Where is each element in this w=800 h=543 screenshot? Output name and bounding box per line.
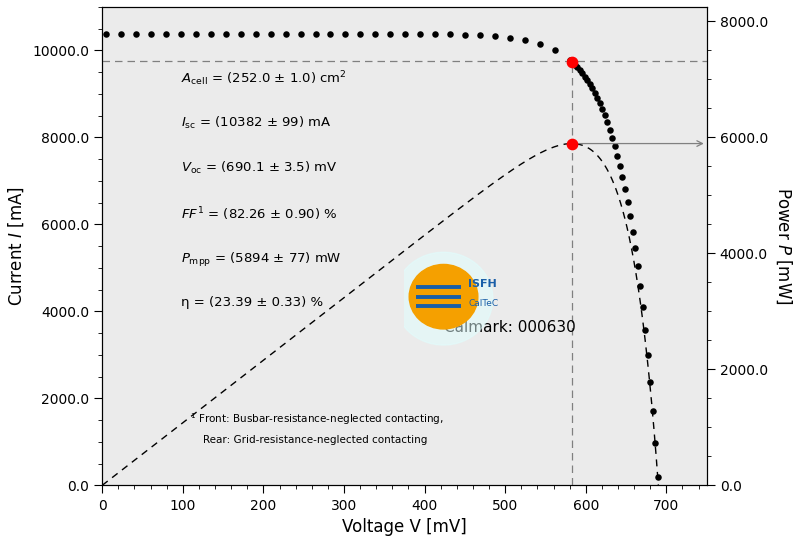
Point [583, 80, 596, 89]
Y-axis label: Power $P$ [mW]: Power $P$ [mW] [774, 187, 793, 305]
Text: $I_\mathrm{sc}$ = (10382 ± 99) mA: $I_\mathrm{sc}$ = (10382 ± 99) mA [181, 115, 331, 131]
Circle shape [409, 264, 478, 329]
Point [429, 30, 442, 39]
Text: Calmark: 000630: Calmark: 000630 [444, 320, 575, 335]
Point [578, 72, 591, 81]
Point [644, 377, 657, 386]
Point [629, 244, 642, 252]
Point [219, 29, 232, 38]
X-axis label: Voltage V [mV]: Voltage V [mV] [342, 518, 466, 536]
Point [190, 29, 202, 38]
Point [601, 118, 614, 127]
Text: $A_\mathrm{cell}$ = (252.0 ± 1.0) cm$^2$: $A_\mathrm{cell}$ = (252.0 ± 1.0) cm$^2$ [181, 69, 346, 88]
Point [642, 351, 654, 359]
Point [618, 185, 631, 193]
Text: $V_\mathrm{oc}$ = (690.1 ± 3.5) mV: $V_\mathrm{oc}$ = (690.1 ± 3.5) mV [181, 160, 338, 176]
Point [145, 29, 158, 38]
Point [616, 173, 629, 181]
Text: η = (23.39 ± 0.33) %: η = (23.39 ± 0.33) % [181, 296, 323, 310]
Point [414, 30, 426, 39]
Point [576, 69, 589, 78]
Point [205, 29, 218, 38]
Text: $^1$ Front: Busbar-resistance-neglected contacting,: $^1$ Front: Busbar-resistance-neglected … [190, 411, 443, 427]
Point [130, 29, 142, 38]
Text: CalTeC: CalTeC [469, 299, 498, 308]
Point [115, 29, 128, 38]
Y-axis label: Current $I$ [mA]: Current $I$ [mA] [7, 186, 26, 306]
Point [518, 36, 531, 45]
Point [339, 29, 352, 38]
Point [634, 282, 646, 291]
Point [565, 139, 578, 148]
Text: Rear: Grid-resistance-neglected contacting: Rear: Grid-resistance-neglected contacti… [190, 435, 427, 445]
Point [574, 66, 586, 74]
Text: $FF^1$ = (82.26 ± 0.90) %: $FF^1$ = (82.26 ± 0.90) % [181, 205, 338, 223]
Point [636, 303, 649, 312]
Point [649, 439, 662, 447]
Point [631, 262, 644, 271]
Point [626, 228, 639, 236]
Point [384, 29, 397, 38]
Point [611, 151, 624, 160]
Point [369, 29, 382, 38]
Point [279, 29, 292, 38]
Point [548, 46, 561, 54]
Point [570, 63, 583, 72]
Point [586, 84, 598, 92]
Point [651, 473, 664, 482]
Point [566, 58, 578, 67]
Point [598, 111, 611, 119]
Point [609, 142, 622, 150]
Point [638, 326, 651, 334]
Point [563, 56, 576, 65]
Point [588, 89, 601, 97]
Point [503, 33, 516, 42]
Point [458, 30, 471, 39]
Text: ISFH: ISFH [469, 279, 498, 289]
Point [534, 40, 546, 48]
Point [309, 29, 322, 38]
Point [324, 29, 337, 38]
Text: $P_\mathrm{mpp}$ = (5894 ± 77) mW: $P_\mathrm{mpp}$ = (5894 ± 77) mW [181, 251, 342, 269]
Point [565, 58, 578, 66]
Point [624, 212, 637, 220]
Ellipse shape [394, 252, 493, 345]
Point [250, 29, 262, 38]
Point [594, 99, 606, 108]
Point [581, 76, 594, 85]
Point [474, 31, 486, 40]
Point [398, 30, 411, 39]
Point [603, 125, 616, 134]
Point [646, 407, 659, 415]
Point [621, 198, 634, 206]
Point [591, 93, 604, 102]
Point [354, 29, 366, 38]
Point [234, 29, 247, 38]
Point [444, 30, 457, 39]
Point [174, 29, 187, 38]
Point [489, 32, 502, 41]
Point [264, 29, 277, 38]
Point [294, 29, 307, 38]
Point [100, 29, 113, 38]
Point [596, 105, 609, 113]
Point [568, 60, 581, 69]
Point [614, 162, 626, 171]
Point [606, 133, 618, 142]
Point [160, 29, 173, 38]
